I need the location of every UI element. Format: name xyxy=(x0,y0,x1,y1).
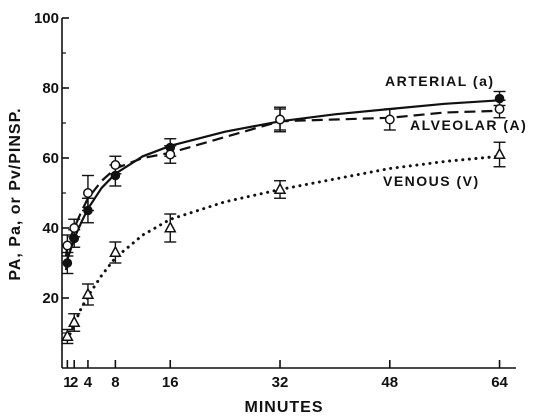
data-point xyxy=(164,213,177,243)
x-tick-label: 32 xyxy=(272,374,289,391)
chart-curves xyxy=(64,99,501,342)
data-point xyxy=(81,283,95,306)
series-label-2: ALVEOLAR (A) xyxy=(410,117,527,133)
marker-filled-circle xyxy=(62,258,73,268)
marker-open-circle xyxy=(275,114,285,125)
series-label-3: VENOUS (V) xyxy=(383,173,480,189)
chart-axes xyxy=(61,18,516,369)
x-tick-label: 8 xyxy=(111,374,119,391)
x-tick-label: 1 xyxy=(63,374,71,391)
data-point xyxy=(273,180,287,199)
series-line-2 xyxy=(64,109,500,257)
data-point xyxy=(61,328,74,345)
marker-open-circle xyxy=(110,160,121,170)
marker-open-triangle xyxy=(493,147,506,160)
marker-open-triangle xyxy=(109,245,122,258)
y-axis-label: PA, Pa, or Pv/PINSP. xyxy=(7,107,24,280)
marker-open-circle xyxy=(494,104,505,114)
data-point xyxy=(109,155,122,175)
marker-open-circle xyxy=(82,188,93,198)
series-label-1: ARTERIAL (a) xyxy=(385,73,495,89)
marker-open-triangle xyxy=(61,329,74,342)
data-point xyxy=(493,99,506,119)
data-point xyxy=(109,241,122,264)
y-tick-label: 20 xyxy=(42,290,59,307)
series-line-1 xyxy=(64,99,500,271)
x-tick-label: 16 xyxy=(162,374,179,391)
marker-open-circle xyxy=(384,114,395,125)
marker-open-triangle xyxy=(67,315,81,328)
x-tick-label: 48 xyxy=(381,374,398,391)
chart-labels: ARTERIAL (a) ALVEOLAR (A) VENOUS (V) xyxy=(383,73,527,189)
x-tick-label: 64 xyxy=(491,374,508,391)
data-point xyxy=(61,234,74,257)
y-tick-label: 80 xyxy=(42,80,59,97)
marker-open-triangle xyxy=(164,220,177,233)
x-tick-label: 4 xyxy=(84,374,93,391)
data-point xyxy=(274,106,287,133)
marker-open-triangle xyxy=(81,287,95,300)
marker-open-circle xyxy=(69,223,80,233)
marker-open-circle xyxy=(165,149,176,160)
marker-open-circle xyxy=(62,240,73,251)
data-point xyxy=(81,174,94,212)
x-tick-label: 2 xyxy=(70,374,78,391)
data-point xyxy=(164,145,177,164)
y-tick-label: 100 xyxy=(34,10,59,27)
data-point xyxy=(383,108,396,131)
marker-open-triangle xyxy=(273,182,287,195)
chart-marks xyxy=(61,90,506,345)
data-point xyxy=(61,251,74,275)
data-point xyxy=(67,313,81,332)
data-point xyxy=(68,218,81,238)
x-axis-label: MINUTES xyxy=(245,399,324,416)
y-tick-label: 40 xyxy=(42,220,59,237)
y-tick-label: 60 xyxy=(42,150,59,167)
data-point xyxy=(493,141,506,168)
